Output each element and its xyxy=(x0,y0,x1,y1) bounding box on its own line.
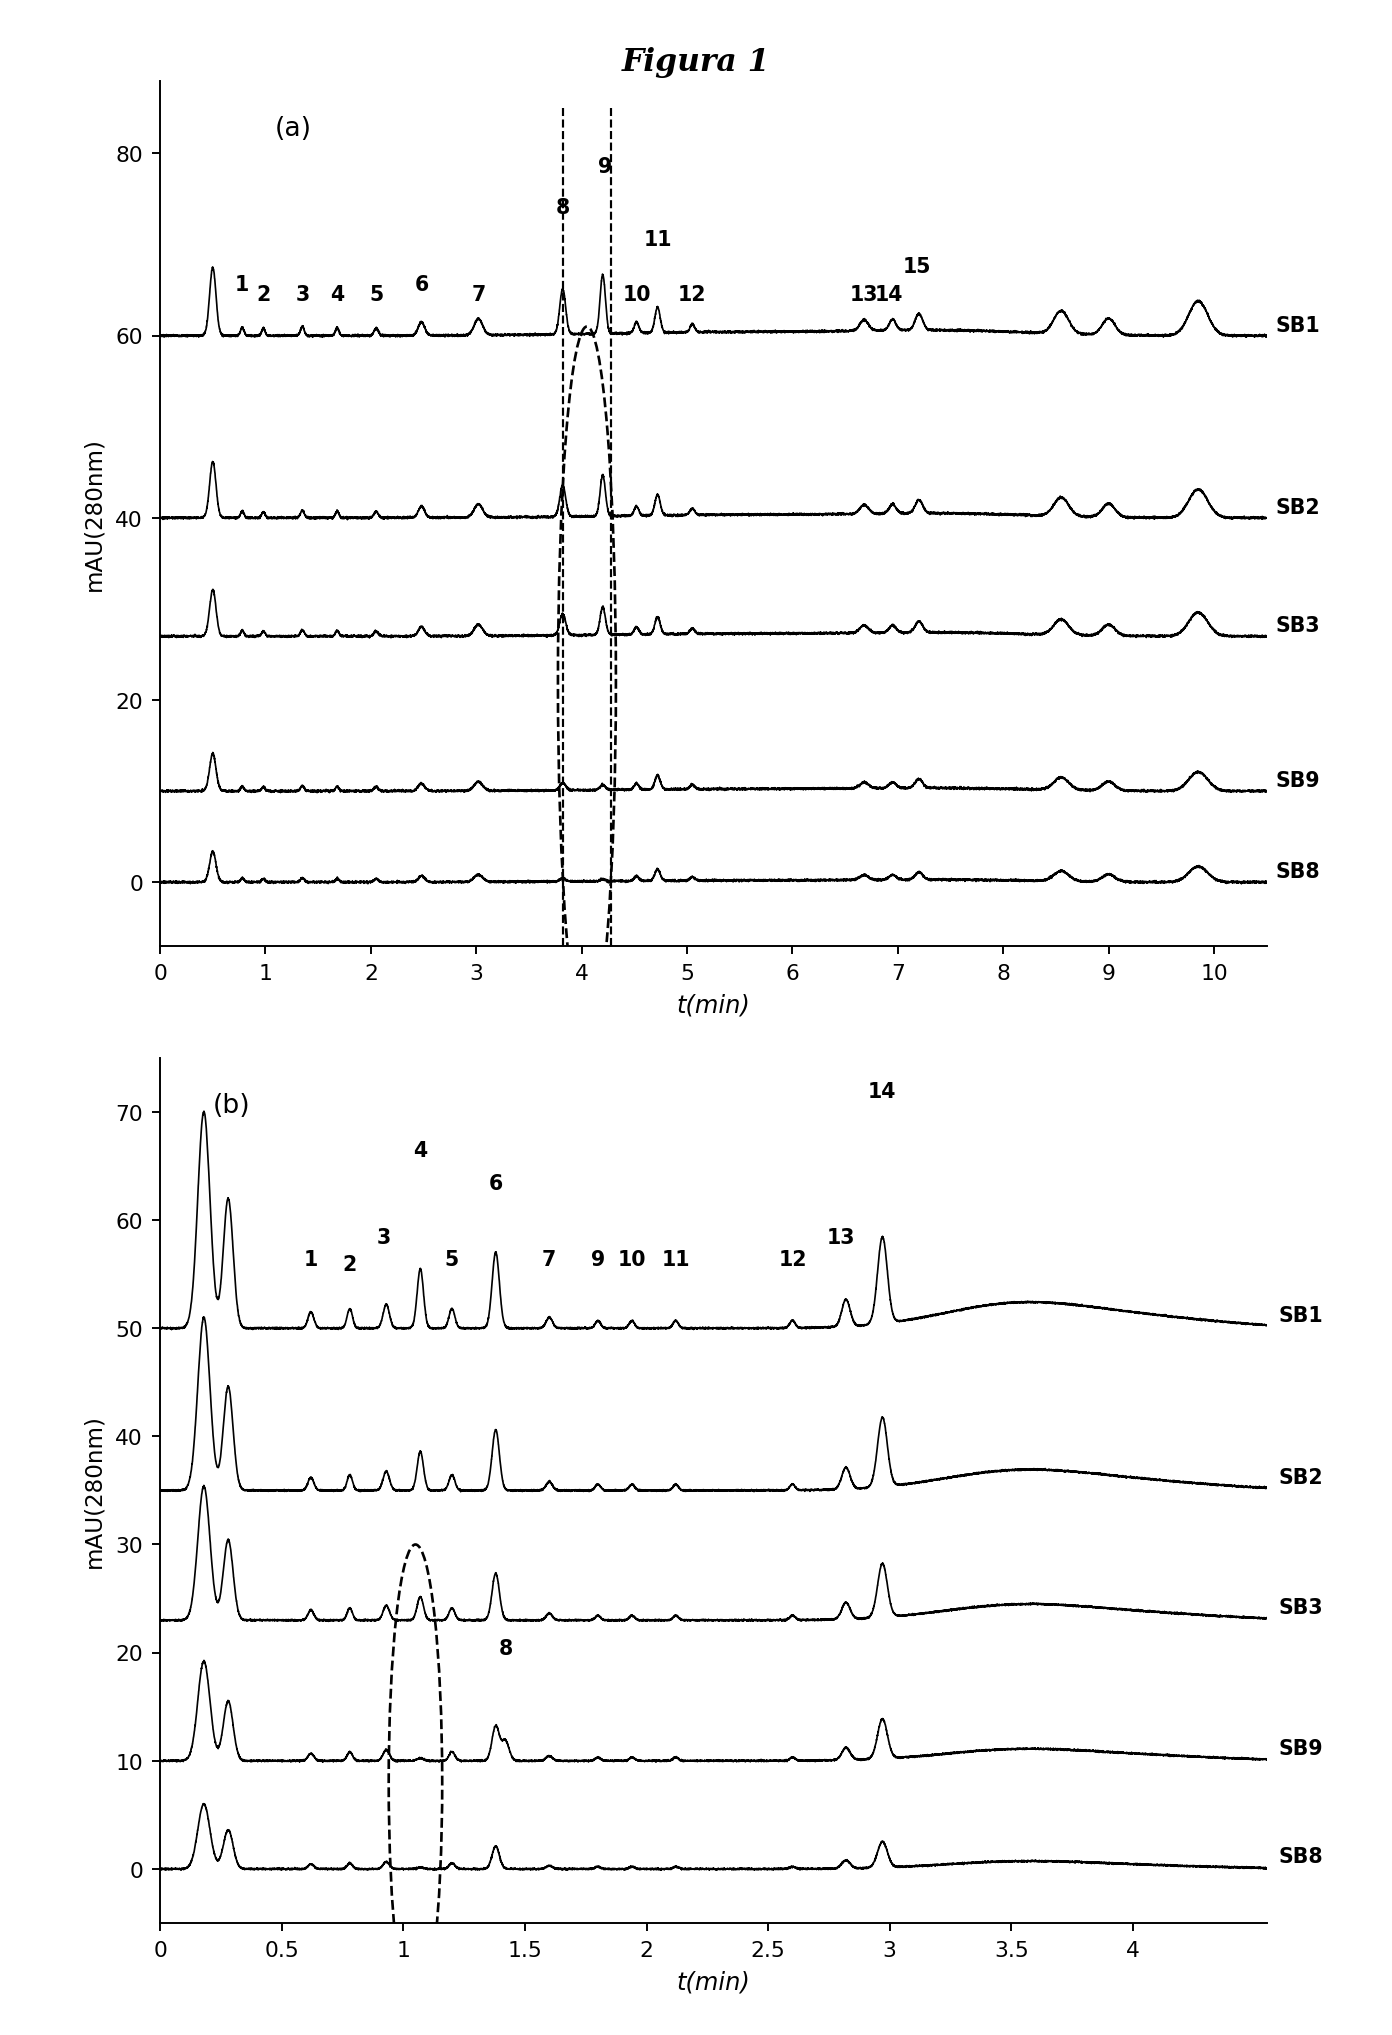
Text: 4: 4 xyxy=(330,285,344,305)
Text: 8: 8 xyxy=(555,197,569,218)
Text: 2: 2 xyxy=(256,285,270,305)
Text: 13: 13 xyxy=(827,1227,855,1247)
Text: SB1: SB1 xyxy=(1275,315,1320,336)
Text: (a): (a) xyxy=(274,116,312,142)
Text: 8: 8 xyxy=(498,1638,512,1659)
Text: SB2: SB2 xyxy=(1275,497,1320,517)
Text: 7: 7 xyxy=(541,1249,557,1270)
Y-axis label: mAU(280nm): mAU(280nm) xyxy=(82,1414,106,1567)
Text: SB9: SB9 xyxy=(1275,771,1320,790)
Text: SB3: SB3 xyxy=(1279,1597,1324,1618)
Text: (b): (b) xyxy=(213,1093,251,1119)
Text: 2: 2 xyxy=(342,1254,356,1274)
Text: 10: 10 xyxy=(622,285,650,305)
X-axis label: t(min): t(min) xyxy=(677,1970,750,1994)
Y-axis label: mAU(280nm): mAU(280nm) xyxy=(82,438,106,590)
X-axis label: t(min): t(min) xyxy=(677,993,750,1018)
Text: SB2: SB2 xyxy=(1279,1467,1324,1488)
Text: SB8: SB8 xyxy=(1275,861,1320,881)
Text: 7: 7 xyxy=(472,285,486,305)
Text: 11: 11 xyxy=(661,1249,690,1270)
Text: 4: 4 xyxy=(413,1142,427,1160)
Text: 5: 5 xyxy=(445,1249,459,1270)
Text: 5: 5 xyxy=(369,285,383,305)
Text: 15: 15 xyxy=(902,256,931,277)
Text: 1: 1 xyxy=(235,275,249,295)
Text: SB9: SB9 xyxy=(1279,1738,1324,1758)
Text: 12: 12 xyxy=(778,1249,807,1270)
Text: Figura 1: Figura 1 xyxy=(622,47,770,77)
Text: 14: 14 xyxy=(869,1081,896,1101)
Text: SB8: SB8 xyxy=(1279,1846,1324,1866)
Text: SB1: SB1 xyxy=(1279,1306,1324,1325)
Text: 6: 6 xyxy=(489,1174,503,1193)
Text: 9: 9 xyxy=(597,157,612,177)
Text: 12: 12 xyxy=(678,285,707,305)
Text: SB3: SB3 xyxy=(1275,617,1320,635)
Text: 9: 9 xyxy=(590,1249,606,1270)
Text: 1: 1 xyxy=(303,1249,317,1270)
Text: 10: 10 xyxy=(618,1249,646,1270)
Text: 14: 14 xyxy=(876,285,903,305)
Text: 6: 6 xyxy=(415,275,429,295)
Text: 13: 13 xyxy=(851,285,878,305)
Text: 11: 11 xyxy=(643,230,672,250)
Text: 3: 3 xyxy=(295,285,309,305)
Text: 3: 3 xyxy=(377,1227,391,1247)
